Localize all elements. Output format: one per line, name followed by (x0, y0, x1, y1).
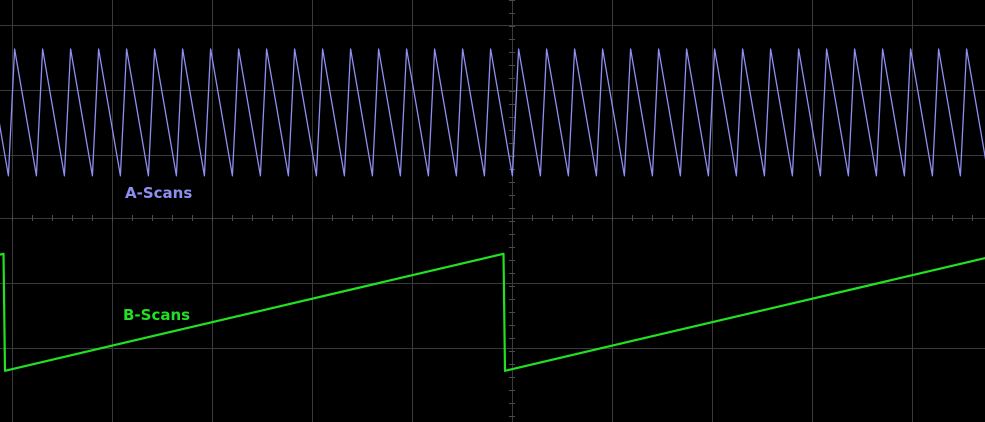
traces (0, 48, 985, 372)
series-label-b-scans: B-Scans (123, 306, 190, 324)
series-trace-a-scans (0, 48, 985, 177)
series-label-a-scans: A-Scans (125, 184, 192, 202)
series-trace-b-scans (0, 252, 985, 372)
